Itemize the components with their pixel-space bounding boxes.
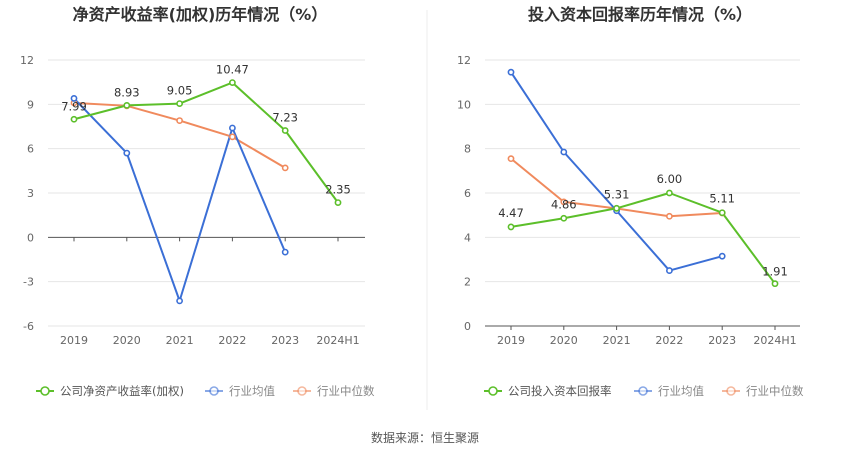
legend-item-2[interactable]: 行业中位数 bbox=[722, 384, 804, 398]
roic-chart-title: 投入资本回报率历年情况（%） bbox=[528, 5, 752, 24]
series-line-2 bbox=[73, 101, 286, 169]
x-tick-label: 2020 bbox=[113, 334, 141, 347]
legend-label: 公司投入资本回报率 bbox=[508, 384, 612, 398]
legend-label: 行业均值 bbox=[229, 384, 275, 398]
data-point[interactable] bbox=[560, 148, 568, 156]
x-tick-label: 2020 bbox=[550, 334, 578, 347]
data-label: 2.35 bbox=[325, 183, 351, 197]
data-point[interactable] bbox=[560, 214, 568, 222]
legend-item-1[interactable]: 行业均值 bbox=[205, 384, 275, 398]
x-tick-label: 2024H1 bbox=[316, 334, 359, 347]
data-point[interactable] bbox=[176, 117, 183, 124]
data-point[interactable] bbox=[666, 212, 673, 220]
legend-item-2[interactable]: 行业中位数 bbox=[293, 384, 375, 398]
data-point[interactable] bbox=[123, 149, 131, 157]
x-tick-label: 2023 bbox=[271, 334, 299, 347]
data-point[interactable] bbox=[613, 204, 620, 212]
series-line-1 bbox=[510, 71, 723, 272]
data-source-label: 数据来源：恒生聚源 bbox=[371, 430, 479, 445]
x-tick-label: 2022 bbox=[655, 334, 683, 347]
y-tick-label: 0 bbox=[27, 231, 34, 244]
data-point[interactable] bbox=[70, 115, 78, 123]
legend-item-0[interactable]: 公司净资产收益率(加权) bbox=[36, 384, 184, 398]
y-tick-label: 9 bbox=[27, 98, 34, 111]
data-point[interactable] bbox=[666, 267, 673, 274]
data-label: 4.86 bbox=[551, 197, 577, 211]
data-point[interactable] bbox=[666, 189, 673, 197]
data-label: 9.05 bbox=[167, 84, 193, 98]
y-tick-label: 0 bbox=[464, 320, 471, 333]
data-label: 8.93 bbox=[114, 85, 140, 99]
legend-marker bbox=[726, 386, 736, 396]
series-line-0 bbox=[73, 81, 339, 204]
y-tick-label: -6 bbox=[23, 320, 34, 333]
y-tick-label: 2 bbox=[464, 276, 471, 289]
data-label: 6.00 bbox=[657, 172, 683, 186]
data-point[interactable] bbox=[228, 124, 236, 132]
legend-label: 行业中位数 bbox=[317, 384, 375, 398]
legend-marker bbox=[40, 386, 50, 396]
data-point[interactable] bbox=[281, 248, 289, 256]
x-tick-label: 2019 bbox=[497, 334, 525, 347]
y-tick-label: 6 bbox=[464, 187, 471, 200]
legend-marker bbox=[638, 386, 648, 396]
roic-chart: 投入资本回报率历年情况（%） 12 10 8 6 4 2 0 2019 2020 2021 202… bbox=[457, 5, 804, 398]
legend-item-0[interactable]: 公司投入资本回报率 bbox=[484, 384, 612, 398]
data-label: 5.31 bbox=[604, 187, 630, 201]
roe-chart-title: 净资产收益率(加权)历年情况（%） bbox=[73, 5, 328, 24]
data-point[interactable] bbox=[507, 155, 515, 163]
y-tick-label: 12 bbox=[20, 54, 34, 67]
series-line-0 bbox=[510, 192, 776, 285]
data-point[interactable] bbox=[507, 68, 515, 76]
data-point[interactable] bbox=[281, 127, 289, 134]
legend-label: 公司净资产收益率(加权) bbox=[60, 384, 184, 398]
data-point[interactable] bbox=[718, 252, 726, 260]
data-label: 5.11 bbox=[709, 192, 735, 206]
legend-marker bbox=[488, 386, 498, 396]
data-point[interactable] bbox=[176, 100, 183, 107]
data-point[interactable] bbox=[176, 297, 183, 305]
data-label: 7.23 bbox=[272, 110, 298, 124]
x-tick-label: 2022 bbox=[218, 334, 246, 347]
legend-item-1[interactable]: 行业均值 bbox=[634, 384, 704, 398]
data-point[interactable] bbox=[334, 199, 342, 207]
roe-chart: 净资产收益率(加权)历年情况（%） 12 9 6 3 0 -3 -6 2019 2020 202… bbox=[20, 5, 375, 398]
data-point[interactable] bbox=[123, 101, 131, 109]
data-point[interactable] bbox=[228, 133, 236, 141]
x-tick-label: 2019 bbox=[60, 334, 88, 347]
x-tick-label: 2024H1 bbox=[753, 334, 796, 347]
legend-label: 行业中位数 bbox=[746, 384, 804, 398]
data-point[interactable] bbox=[771, 280, 779, 288]
data-label: 10.47 bbox=[216, 63, 249, 77]
data-point[interactable] bbox=[718, 209, 726, 217]
data-label: 1.91 bbox=[762, 265, 788, 279]
data-point[interactable] bbox=[560, 198, 568, 206]
data-label: 7.99 bbox=[61, 99, 87, 113]
y-tick-label: -3 bbox=[23, 276, 34, 289]
y-tick-label: 4 bbox=[464, 231, 471, 244]
data-point[interactable] bbox=[281, 164, 289, 172]
y-tick-label: 3 bbox=[27, 187, 34, 200]
data-point[interactable] bbox=[70, 95, 78, 102]
y-tick-label: 12 bbox=[457, 54, 471, 67]
x-tick-label: 2021 bbox=[166, 334, 194, 347]
x-tick-label: 2021 bbox=[603, 334, 631, 347]
legend-marker bbox=[209, 386, 219, 396]
y-tick-label: 10 bbox=[457, 98, 471, 111]
data-point[interactable] bbox=[228, 79, 236, 87]
series-line-1 bbox=[73, 97, 287, 302]
data-point[interactable] bbox=[507, 223, 515, 231]
y-tick-label: 8 bbox=[464, 143, 471, 156]
legend-marker bbox=[297, 386, 307, 396]
data-label: 4.47 bbox=[498, 206, 524, 220]
y-tick-label: 6 bbox=[27, 143, 34, 156]
x-tick-label: 2023 bbox=[708, 334, 736, 347]
legend-label: 行业均值 bbox=[658, 384, 704, 398]
